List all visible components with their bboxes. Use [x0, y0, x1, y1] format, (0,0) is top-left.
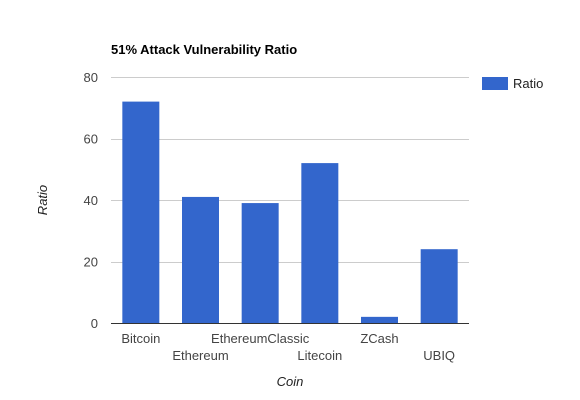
- y-tick-label: 40: [84, 193, 98, 208]
- bar: [241, 203, 279, 323]
- x-tick-label: Ethereum: [172, 348, 228, 363]
- legend: Ratio: [482, 76, 543, 91]
- y-tick-label: 20: [84, 255, 98, 270]
- y-tick-label: 60: [84, 132, 98, 147]
- x-axis-ticks: Bitcoin Ethereum EthereumClassic Litecoin ZC…: [121, 331, 455, 363]
- bar: [420, 249, 458, 323]
- y-tick-label: 80: [84, 70, 98, 85]
- chart-title: 51% Attack Vulnerability Ratio: [111, 42, 297, 57]
- x-tick-label: ZCash: [360, 331, 398, 346]
- x-tick-label: EthereumClassic: [211, 331, 310, 346]
- y-axis-ticks: 0 20 40 60 80: [84, 70, 98, 331]
- x-tick-label: Bitcoin: [121, 331, 160, 346]
- legend-label: Ratio: [513, 76, 543, 91]
- legend-swatch: [482, 77, 508, 90]
- bar: [361, 316, 398, 323]
- y-tick-label: 0: [91, 316, 98, 331]
- x-axis-title: Coin: [277, 374, 304, 389]
- bar: [182, 196, 219, 323]
- bar: [301, 163, 339, 323]
- x-tick-label: UBIQ: [423, 348, 455, 363]
- bar: [122, 101, 160, 323]
- x-tick-label: Litecoin: [297, 348, 342, 363]
- y-axis-title: Ratio: [35, 185, 50, 215]
- bars: [122, 101, 458, 323]
- gridlines: [111, 77, 469, 263]
